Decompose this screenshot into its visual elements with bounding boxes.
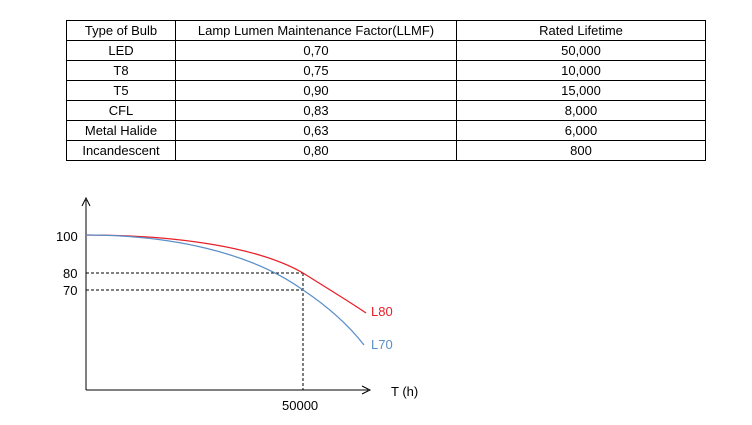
x-axis-arrow-icon: [361, 385, 372, 395]
bulb-type-cell: Incandescent: [66, 140, 176, 161]
lifetime-cell: 8,000: [456, 100, 706, 121]
header-llmf: Lamp Lumen Maintenance Factor(LLMF): [175, 20, 457, 41]
llmf-cell: 0,75: [175, 60, 457, 81]
bulb-type-cell: Metal Halide: [66, 120, 176, 141]
bulb-type-cell: CFL: [66, 100, 176, 121]
bulb-type-cell: LED: [66, 40, 176, 61]
x-tick-label-50000: 50000: [282, 398, 318, 413]
y-tick-label-100: 100: [56, 229, 78, 244]
header-rated-lifetime: Rated Lifetime: [456, 20, 706, 41]
bulb-comparison-table: Type of Bulb Lamp Lumen Maintenance Fact…: [66, 20, 706, 161]
llmf-cell: 0,90: [175, 80, 457, 101]
table-header-row: Type of Bulb Lamp Lumen Maintenance Fact…: [66, 20, 706, 41]
lifetime-cell: 10,000: [456, 60, 706, 81]
lifetime-cell: 800: [456, 140, 706, 161]
table-row: T5 0,90 15,000: [66, 80, 706, 101]
lifetime-cell: 6,000: [456, 120, 706, 141]
table-row: CFL 0,83 8,000: [66, 100, 706, 121]
series-line-l70: [85, 234, 365, 346]
series-label-l80: L80: [371, 304, 393, 319]
y-tick-label-70: 70: [63, 283, 77, 298]
llmf-cell: 0,70: [175, 40, 457, 61]
table-row: Incandescent 0,80 800: [66, 140, 706, 161]
llmf-cell: 0,63: [175, 120, 457, 141]
bulb-type-cell: T5: [66, 80, 176, 101]
bulb-type-cell: T8: [66, 60, 176, 81]
table-row: Metal Halide 0,63 6,000: [66, 120, 706, 141]
table-row: T8 0,75 10,000: [66, 60, 706, 81]
series-line-l80: [85, 234, 367, 314]
series-label-l70: L70: [371, 337, 393, 352]
llmf-cell: 0,80: [175, 140, 457, 161]
y-axis-arrow-icon: [81, 196, 91, 207]
header-type-of-bulb: Type of Bulb: [66, 20, 176, 41]
y-tick-label-80: 80: [63, 266, 77, 281]
x-axis-label: T (h): [391, 384, 418, 399]
lifetime-cell: 15,000: [456, 80, 706, 101]
table-row: LED 0,70 50,000: [66, 40, 706, 61]
lumen-depreciation-chart: 100 80 70 50000 T (h) L80 L70: [56, 196, 418, 413]
lifetime-cell: 50,000: [456, 40, 706, 61]
llmf-cell: 0,83: [175, 100, 457, 121]
